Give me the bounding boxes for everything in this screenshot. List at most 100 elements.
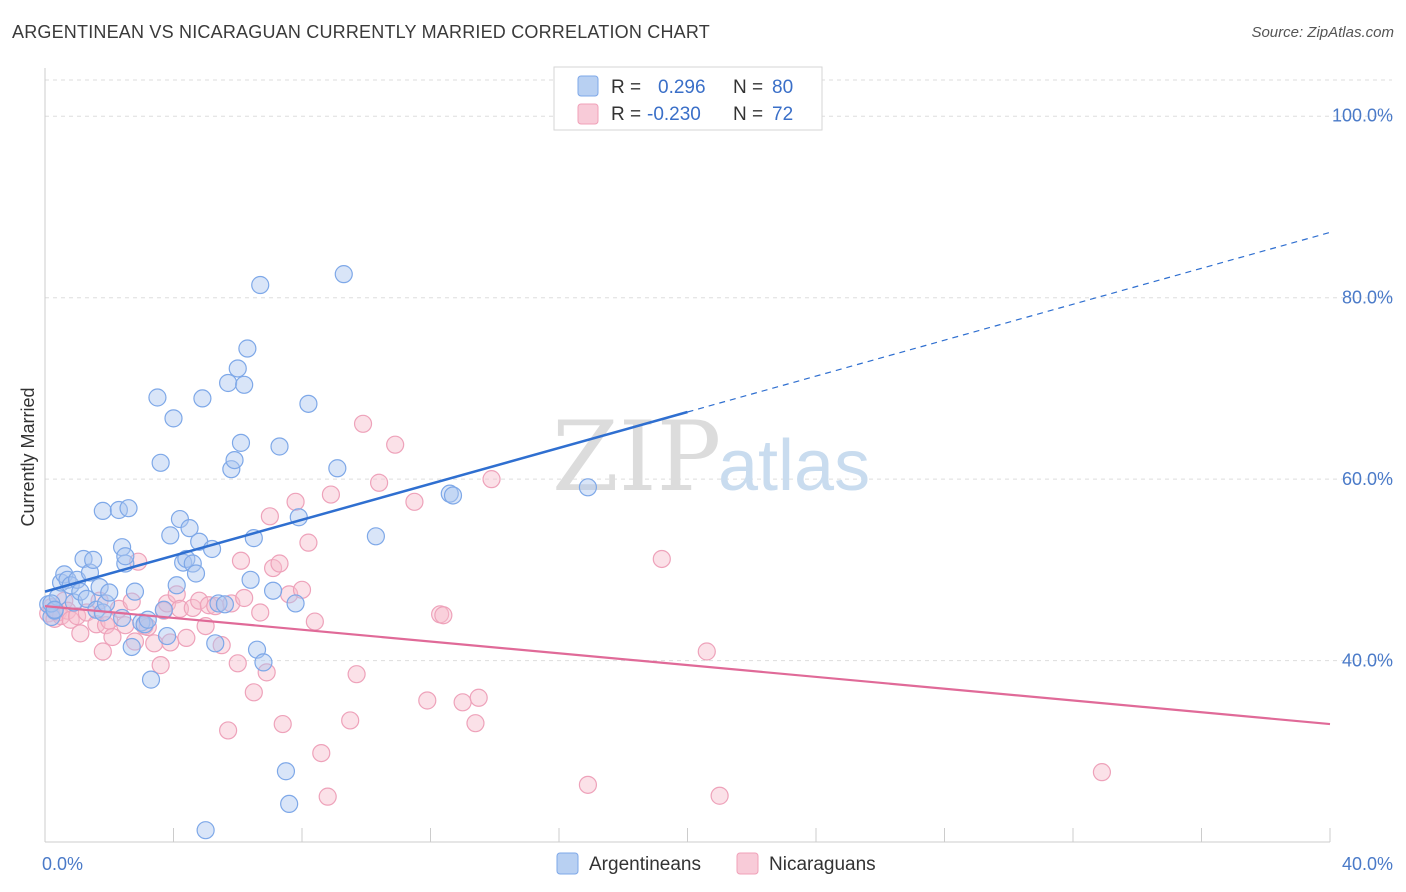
trend-lines (44, 231, 1331, 726)
x-tick-label-0: 0.0% (42, 854, 83, 874)
argentinean-point-44 (183, 554, 202, 573)
nicaraguan-point-64 (418, 691, 437, 710)
argentinean-point-72 (328, 459, 347, 478)
legend-swatch-blue (577, 75, 599, 97)
nicaraguan-point-55 (312, 743, 331, 763)
argentinean-point-26 (116, 547, 135, 566)
legend-r-value-2: -0.230 (647, 104, 701, 125)
legend-n-label-2: N = (733, 104, 763, 125)
y-tick-label-2: 80.0% (1342, 288, 1393, 308)
nicaraguan-point-66 (434, 606, 453, 625)
argentinean-point-51 (209, 594, 228, 613)
chart-title: ARGENTINEAN VS NICARAGUAN CURRENTLY MARR… (12, 22, 710, 42)
series-legend: Argentineans Nicaraguans (556, 852, 876, 875)
nicaraguan-point-44 (251, 603, 270, 622)
legend-r-label-2: R = (611, 104, 641, 125)
nicaraguan-point-45 (257, 663, 276, 682)
argentinean-point-28 (125, 582, 145, 601)
argentinean-point-73 (334, 265, 353, 284)
nicaraguan-point-48 (270, 554, 289, 573)
argentinean-point-27 (122, 637, 141, 657)
nicaraguan-point-13 (93, 642, 112, 661)
argentinean-point-32 (141, 670, 161, 689)
argentinean-point-24 (119, 499, 138, 518)
argentinean-point-59 (238, 339, 257, 358)
argentinean-point-43 (180, 519, 199, 538)
nicaraguan-point-38 (219, 721, 238, 740)
argentinean-point-53 (219, 373, 238, 393)
argentinean-point-55 (225, 450, 244, 470)
nicaraguan-point-31 (177, 628, 196, 647)
nicaraguan-point-51 (286, 492, 305, 511)
nicaraguan-point-71 (578, 775, 598, 794)
legend-r-value-1: 0.296 (658, 77, 706, 98)
nicaraguan-point-73 (697, 642, 716, 661)
argentinean-point-56 (228, 359, 247, 378)
y-axis-title: Currently Married (18, 387, 38, 526)
watermark: ZIP atlas (552, 401, 870, 513)
legend-box (553, 66, 823, 131)
legend-n-label-1: N = (733, 77, 763, 98)
argentinean-point-68 (280, 794, 299, 814)
chart-source: Source: ZipAtlas.com (1251, 24, 1394, 41)
legend-r-label-1: R = (611, 77, 641, 98)
nicaraguan-point-19 (122, 592, 141, 611)
argentinean-trend-line (44, 410, 688, 593)
nicaraguan-point-37 (212, 636, 231, 655)
argentinean-point-71 (299, 394, 318, 413)
argentinean-point-34 (151, 453, 170, 472)
argentinean-point-50 (206, 634, 225, 653)
legend-bottom-label-nicaraguans: Nicaraguans (769, 854, 876, 875)
argentinean-point-19 (100, 583, 119, 602)
argentinean-point-75 (440, 484, 459, 503)
argentinean-point-58 (235, 375, 254, 394)
argentinean-point-47 (193, 389, 212, 408)
argentinean-trend-extension (687, 231, 1331, 413)
nicaraguan-point-62 (386, 435, 405, 454)
nicaraguan-point-41 (231, 551, 251, 570)
nicaraguan-point-57 (321, 485, 341, 504)
nicaraguan-point-53 (299, 533, 318, 552)
argentinean-point-33 (148, 388, 167, 407)
watermark-zip: ZIP (552, 401, 721, 513)
nicaraguan-point-40 (228, 654, 247, 673)
legend-n-value-2: 72 (772, 104, 793, 125)
argentinean-point-16 (90, 577, 109, 597)
nicaraguan-point-54 (305, 612, 324, 631)
argentinean-point-79 (45, 600, 64, 619)
argentinean-point-36 (157, 626, 177, 646)
nicaraguan-point-56 (318, 787, 337, 806)
argentinean-point-10 (71, 582, 90, 601)
argentinean-point-14 (84, 550, 103, 569)
argentinean-point-35 (154, 600, 173, 619)
nicaraguan-point-20 (125, 632, 145, 651)
argentinean-point-37 (161, 526, 180, 545)
legend-bottom-swatch-blue (556, 852, 579, 875)
argentinean-point-52 (215, 595, 234, 614)
nicaraguan-point-63 (405, 492, 424, 511)
nicaraguan-point-70 (482, 470, 501, 489)
legend-swatch-pink (577, 103, 599, 125)
nicaraguan-point-46 (260, 507, 279, 526)
argentinean-point-65 (263, 581, 283, 600)
argentinean-point-38 (164, 409, 183, 428)
nicaraguan-point-30 (170, 599, 190, 618)
nicaraguan-point-8 (68, 607, 87, 626)
correlation-legend: R = 0.296 N = 80 R = -0.230 N = 72 (553, 66, 823, 131)
nicaraguan-point-60 (353, 414, 373, 433)
argentinean-point-74 (366, 527, 385, 546)
argentinean-point-20 (93, 501, 112, 520)
watermark-atlas: atlas (718, 426, 870, 506)
nicaraguan-point-43 (244, 683, 263, 702)
nicaraguan-point-42 (235, 588, 254, 608)
nicaraguan-trend-line (44, 605, 1331, 726)
argentinean-point-64 (254, 653, 273, 672)
nicaraguan-point-67 (453, 693, 472, 712)
legend-bottom-swatch-pink (736, 852, 759, 875)
nicaraguan-point-25 (151, 656, 170, 675)
nicaraguan-point-69 (469, 688, 488, 707)
argentinean-point-48 (196, 821, 215, 840)
y-tick-label-3: 100.0% (1332, 105, 1393, 125)
